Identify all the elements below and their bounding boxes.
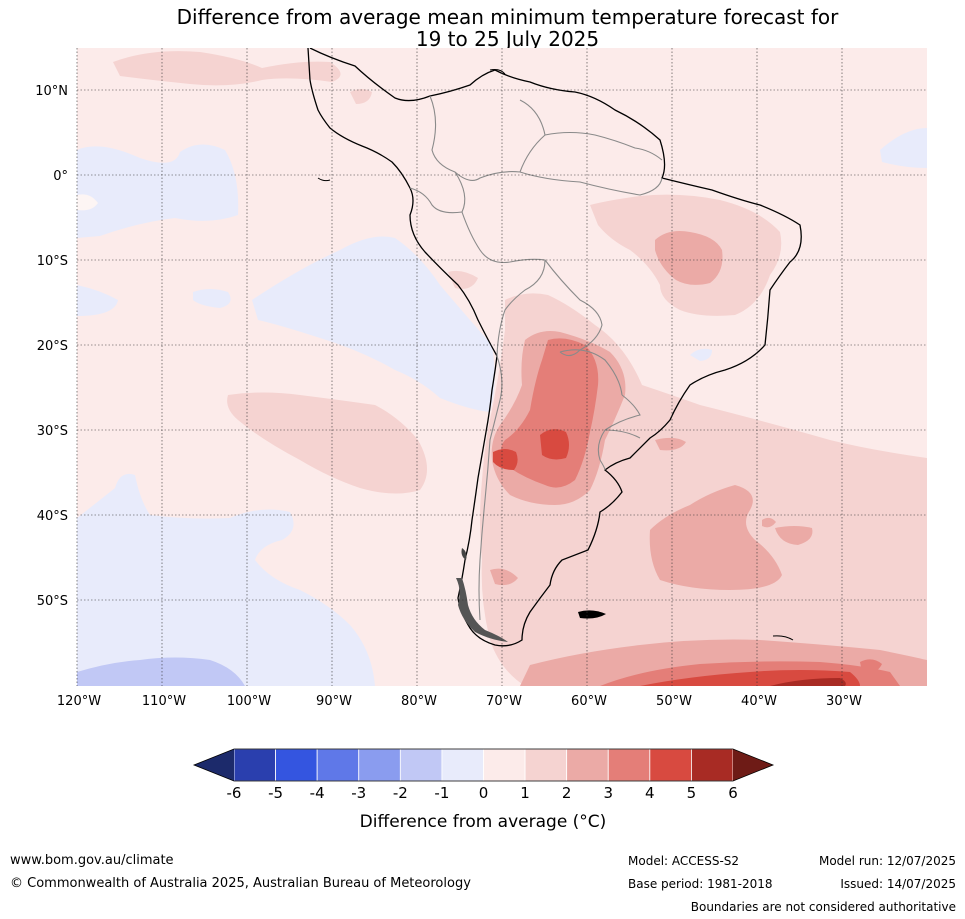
coastline-island [317,177,331,182]
colorbar-tick-label: 2 [562,784,572,802]
colorbar-tick-label: -5 [268,784,283,802]
lon-label: 120°W [57,694,101,709]
colorbar-tick-label: 6 [728,784,738,802]
colorbar-swatch [649,748,692,782]
base-period-text: Base period: 1981-2018 [628,877,773,891]
coastline [307,48,802,647]
anomaly-region-cool [77,144,239,238]
anomaly-region-warm3 [501,338,599,488]
archipelago [456,578,508,642]
colorbar-swatch [566,748,609,782]
colorbar-tick-label: -2 [393,784,408,802]
anomaly-region-cool2 [77,657,245,686]
lon-label: 90°W [316,694,352,709]
model-run-text: Model run: 12/07/2025 [818,854,956,868]
anomaly-region-cool [690,348,712,361]
colorbar-tick-label: -1 [434,784,449,802]
colorbar-tick-label: 4 [645,784,655,802]
website-link[interactable]: www.bom.gov.au/climate [10,853,174,868]
anomaly-region-cool [77,285,118,316]
anomaly-region-warm5 [770,678,846,686]
lat-label: 50°S [37,594,68,609]
colorbar-swatch [316,748,360,782]
boundaries-disclaimer: Boundaries are not considered authoritat… [690,900,956,914]
colorbar-swatch [483,748,526,782]
colorbar-swatch [233,748,276,782]
colorbar-under-arrow [194,749,234,781]
colorbar-tick-labels: -6 -5 -4 -3 -2 -1 0 1 2 3 4 5 6 [227,784,738,802]
lon-label: 50°W [656,694,692,709]
colorbar-swatch [691,748,734,782]
issued-text: Issued: 14/07/2025 [840,877,956,891]
lat-label: 10°S [37,254,68,269]
lat-label: 30°S [37,424,68,439]
anomaly-region-warm4 [540,429,569,460]
country-boundaries [409,95,663,621]
anomaly-region-warm2 [649,485,782,590]
colorbar-over-arrow [733,749,773,781]
anomaly-region-warm1 [448,270,478,289]
lon-label: 60°W [571,694,607,709]
colorbar-outline [192,748,775,782]
colorbar-tick-label: -3 [351,784,366,802]
longitude-labels: 120°W 110°W 100°W 90°W 80°W 70°W 60°W 50… [57,694,862,709]
coastline-island [489,69,506,75]
anomaly-region-warm2 [775,526,813,545]
anomaly-region-warm1 [350,89,372,104]
anomaly-region-warm2 [655,437,686,451]
colorbar-swatch [275,748,318,782]
colorbar-tick-label: 0 [479,784,489,802]
anomaly-region-neutral [77,194,98,211]
lon-label: 110°W [142,694,186,709]
lat-label: 10°N [35,84,68,99]
anomaly-region-warm3 [860,659,882,673]
lat-label: 20°S [37,339,68,354]
archipelago [461,548,467,560]
colorbar-swatch [441,748,484,782]
lon-label: 40°W [741,694,777,709]
colorbar-swatch [607,748,651,782]
colorbar-tick-label: 1 [520,784,530,802]
lat-label: 0° [53,169,68,184]
colorbar-swatch [358,748,401,782]
graticule [76,48,927,686]
anomaly-region-warm1 [113,51,341,86]
latitude-labels: 10°N 0° 10°S 20°S 30°S 40°S 50°S [35,84,68,609]
lon-label: 30°W [826,694,862,709]
anomaly-region-warm2 [762,517,776,528]
colorbar-label: Difference from average (°C) [360,812,607,832]
colorbar-swatch [399,748,443,782]
lat-label: 40°S [37,509,68,524]
lon-label: 70°W [486,694,522,709]
colorbar-tick-label: 5 [687,784,697,802]
coastline-island [772,635,794,641]
anomaly-region-cool [880,128,927,168]
lon-label: 80°W [401,694,437,709]
model-text: Model: ACCESS-S2 [628,854,740,868]
copyright-text: © Commonwealth of Australia 2025, Austra… [10,876,471,891]
coastline-island [578,610,606,619]
chart-title-line1: Difference from average mean minimum tem… [176,5,839,29]
colorbar-swatch [524,748,568,782]
chart-title-line2: 19 to 25 July 2025 [415,27,600,51]
anomaly-region-warm1 [227,392,428,494]
anomaly-region-cool [193,289,231,308]
colorbar-tick-label: -6 [227,784,242,802]
colorbar-tick-label: -4 [310,784,325,802]
colorbar [192,748,775,782]
anomaly-region-warm4 [493,449,518,470]
anomaly-region-warm2 [490,568,518,586]
colorbar-tick-label: 3 [603,784,613,802]
anomaly-region-cool [252,236,495,412]
lon-label: 100°W [227,694,271,709]
anomaly-region-cool [77,473,375,686]
